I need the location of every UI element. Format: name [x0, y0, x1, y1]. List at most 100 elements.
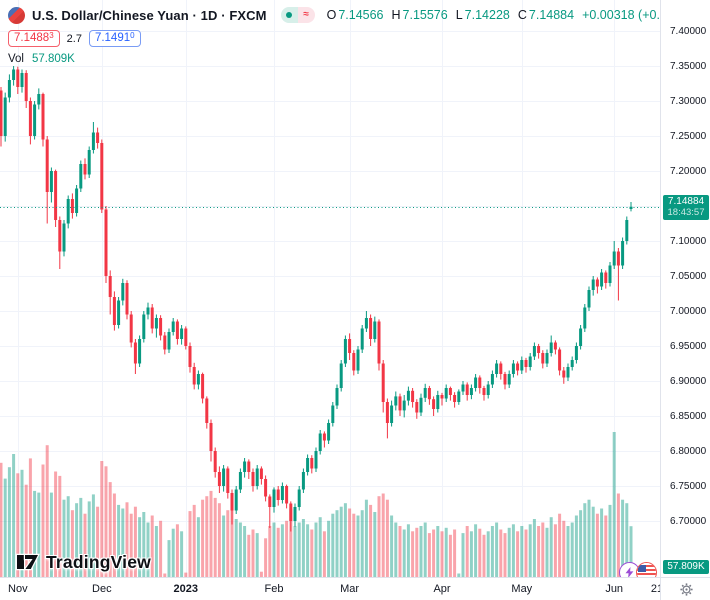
- volume-bar: [289, 508, 293, 577]
- candle-up: [222, 468, 226, 486]
- candle-up: [343, 339, 347, 364]
- volume-bar: [213, 497, 217, 577]
- volume-bar: [516, 531, 520, 577]
- candle-down: [213, 451, 217, 472]
- volume-bar: [255, 533, 259, 577]
- candle-up: [444, 388, 448, 399]
- candle-up: [591, 279, 595, 290]
- candle-down: [125, 283, 129, 315]
- candle-up: [373, 321, 377, 339]
- volume-bar: [49, 492, 53, 577]
- volume-indicator-label: Vol: [8, 53, 24, 65]
- volume-bar: [251, 529, 255, 577]
- volume-bar: [549, 517, 553, 577]
- notifications-icon[interactable]: ≈: [297, 7, 315, 23]
- volume-bar: [537, 526, 541, 577]
- gear-icon[interactable]: [679, 583, 693, 596]
- volume-bar: [469, 531, 473, 577]
- candle-down: [129, 314, 133, 343]
- candle-up: [238, 472, 242, 490]
- volume-bar: [503, 533, 507, 577]
- candle-up: [297, 489, 301, 507]
- volume-bar: [117, 504, 121, 577]
- sell-bid-button[interactable]: 7.1488 3: [8, 30, 60, 47]
- candle-up: [314, 451, 318, 469]
- candle-up: [154, 318, 158, 329]
- candle-up: [486, 384, 490, 395]
- tradingview-logo[interactable]: TradingView: [16, 551, 151, 573]
- time-axis[interactable]: Nov Dec 2023 Feb Mar Apr May Jun 21: [0, 577, 663, 600]
- volume-bar: [129, 513, 133, 577]
- candle-up: [545, 353, 549, 364]
- candle-up: [12, 69, 16, 80]
- candle-down: [205, 398, 209, 423]
- candle-up: [20, 73, 24, 87]
- volume-bar: [33, 490, 37, 577]
- volume-bar: [243, 526, 247, 577]
- time-tick-label: Mar: [340, 583, 360, 595]
- price-tick-label: 6.75000: [670, 480, 707, 492]
- candle-up: [293, 507, 297, 521]
- price-axis[interactable]: 7.14884 18:43:57 57.809K 7.40000 7.35000 7…: [660, 0, 710, 577]
- us-flag-badge-icon[interactable]: [636, 562, 657, 577]
- volume-bar: [553, 524, 557, 577]
- price-tick-label: 7.30000: [670, 95, 707, 107]
- candle-up: [490, 374, 494, 385]
- candle-up: [612, 251, 616, 266]
- candle-up: [600, 272, 604, 287]
- volume-bar: [591, 506, 595, 577]
- ohlc-readout: O 7.14566 H 7.15576 L 7.14228 C 7.14884 +0.0…: [327, 8, 660, 22]
- candle-down: [562, 370, 566, 378]
- candle-up: [511, 363, 515, 374]
- volume-bar: [37, 492, 41, 577]
- volume-bar: [528, 524, 532, 577]
- volume-bar: [604, 515, 608, 577]
- candle-up: [171, 321, 175, 332]
- candle-up: [62, 223, 66, 252]
- volume-bar: [541, 522, 545, 577]
- candle-up: [117, 300, 121, 325]
- volume-bar: [621, 499, 625, 577]
- candle-down: [24, 73, 28, 101]
- volume-bar: [87, 501, 91, 577]
- candle-up: [587, 290, 591, 308]
- price-tick-label: 7.00000: [670, 305, 707, 317]
- candle-down: [259, 468, 263, 479]
- candle-up: [79, 164, 83, 189]
- candle-up: [142, 314, 146, 339]
- volume-bar: [444, 527, 448, 577]
- candle-up: [272, 489, 276, 507]
- price-tick-label: 6.95000: [670, 340, 707, 352]
- chart-plot-area[interactable]: U.S. Dollar/Chinese Yuan · 1D · FXCM ≈ O…: [0, 0, 660, 577]
- volume-bar: [125, 502, 129, 577]
- volume-bar: [394, 522, 398, 577]
- candle-up: [280, 486, 284, 500]
- candle-down: [465, 384, 469, 395]
- market-open-dot-icon[interactable]: [280, 7, 298, 23]
- volume-bar: [41, 464, 45, 577]
- candle-down: [448, 388, 452, 395]
- volume-bar: [318, 517, 322, 577]
- volume-bar: [108, 482, 112, 577]
- volume-bar: [532, 519, 536, 577]
- price-tick-label: 6.90000: [670, 375, 707, 387]
- tradingview-logo-icon: [16, 553, 40, 571]
- volume-bar: [306, 524, 310, 577]
- volume-bar: [600, 508, 604, 577]
- spread-value: 2.7: [66, 32, 82, 45]
- candle-down: [478, 377, 482, 388]
- volume-indicator-row[interactable]: Vol 57.809K: [8, 53, 660, 65]
- candle-down: [159, 318, 163, 336]
- buy-ask-button[interactable]: 7.1491 0: [88, 30, 141, 47]
- candle-down: [432, 399, 436, 409]
- candle-down: [537, 346, 541, 353]
- symbol-title[interactable]: U.S. Dollar/Chinese Yuan · 1D · FXCM: [32, 7, 267, 23]
- volume-bar: [545, 527, 549, 577]
- volume-bar: [448, 534, 452, 577]
- volume-bar: [381, 493, 385, 577]
- candle-down: [108, 276, 112, 297]
- volume-bar: [465, 526, 469, 577]
- market-status-pill[interactable]: ≈: [280, 7, 315, 23]
- volume-bar: [558, 513, 562, 577]
